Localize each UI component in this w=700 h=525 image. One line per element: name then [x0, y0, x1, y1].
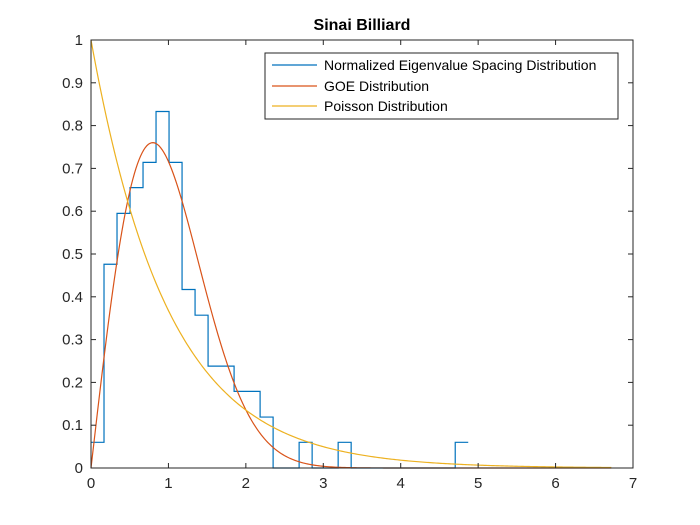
legend: Normalized Eigenvalue Spacing Distributi… [264, 52, 619, 120]
x-tick-label: 5 [474, 475, 482, 492]
x-tick-label: 7 [629, 475, 637, 492]
x-tick-label: 6 [551, 475, 559, 492]
y-tick-label: 0.5 [62, 246, 83, 263]
y-tick-label: 0.4 [62, 289, 83, 306]
chart-title: Sinai Billiard [314, 17, 411, 34]
x-tick-label: 1 [164, 475, 172, 492]
legend-label-histogram: Normalized Eigenvalue Spacing Distributi… [324, 57, 596, 73]
y-tick-label: 0.7 [62, 160, 83, 177]
legend-label-goe: GOE Distribution [324, 78, 429, 94]
y-tick-label: 0.8 [62, 118, 83, 135]
ticks-layer: 0 1 2 3 4 5 6 7 0 0.1 0.2 0.3 0.4 0.5 0.6 0.7 0.8 0.9 1 [62, 32, 637, 492]
legend-label-poisson: Poisson Distribution [324, 98, 448, 114]
y-tick-label: 0.2 [62, 374, 83, 391]
y-tick-label: 0.6 [62, 203, 83, 220]
x-tick-label: 4 [397, 475, 405, 492]
y-tick-label: 0 [75, 460, 83, 477]
x-tick-label: 0 [87, 475, 95, 492]
y-tick-label: 0.9 [62, 75, 83, 92]
x-tick-label: 2 [242, 475, 250, 492]
legend-box [264, 52, 619, 120]
y-tick-label: 1 [75, 32, 83, 49]
y-tick-label: 0.3 [62, 332, 83, 349]
x-tick-label: 3 [319, 475, 327, 492]
poisson-curve [90, 39, 612, 469]
y-tick-label: 0.1 [62, 417, 83, 434]
